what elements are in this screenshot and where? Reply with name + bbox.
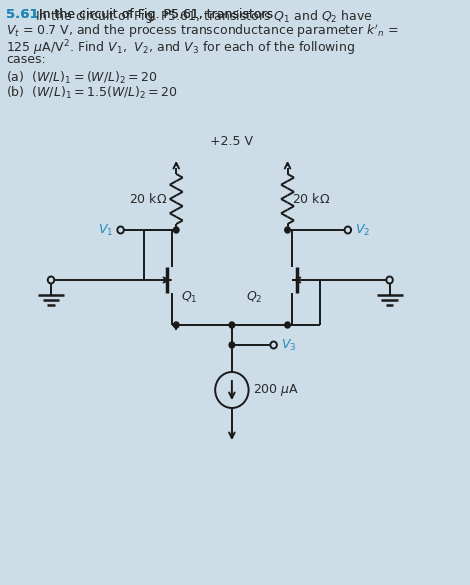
Text: +2.5 V: +2.5 V [211,135,253,148]
Circle shape [229,322,235,328]
Text: $Q_2$: $Q_2$ [246,290,262,305]
Text: $Q_1$: $Q_1$ [181,290,197,305]
Circle shape [229,342,235,348]
Text: 20 k$\Omega$: 20 k$\Omega$ [292,192,330,206]
Text: (b)  $(W/L)_1 = 1.5(W/L)_2 = 20$: (b) $(W/L)_1 = 1.5(W/L)_2 = 20$ [7,85,179,101]
Text: 125 $\mu$A/V$^2$. Find $V_1$,  $V_2$, and $V_3$ for each of the following: 125 $\mu$A/V$^2$. Find $V_1$, $V_2$, and… [7,38,356,57]
Text: $V_3$: $V_3$ [281,338,297,353]
Text: In the circuit of Fig. P5.61, transistors $Q_1$ and $Q_2$ have: In the circuit of Fig. P5.61, transistor… [35,8,373,25]
Text: $V_t$ = 0.7 V, and the process transconductance parameter $k'_n$ =: $V_t$ = 0.7 V, and the process transcond… [7,23,399,40]
Text: $V_2$: $V_2$ [355,222,370,238]
Text: In the circuit of Fig. P5.61, transistors: In the circuit of Fig. P5.61, transistor… [35,8,277,21]
Text: $V_1$: $V_1$ [98,222,113,238]
Circle shape [285,227,290,233]
Text: 200 $\mu$A: 200 $\mu$A [253,382,299,398]
Circle shape [173,227,179,233]
Text: 20 k$\Omega$: 20 k$\Omega$ [129,192,167,206]
Circle shape [285,322,290,328]
Circle shape [173,322,179,328]
Text: In the circuit of Fig. P5.61, transistors: In the circuit of Fig. P5.61, transistor… [35,8,277,21]
Text: 5.61: 5.61 [7,8,39,21]
Text: 5.61: 5.61 [7,8,39,21]
Text: cases:: cases: [7,53,46,66]
Text: (a)  $(W/L)_1 = (W/L)_2 = 20$: (a) $(W/L)_1 = (W/L)_2 = 20$ [7,70,158,86]
